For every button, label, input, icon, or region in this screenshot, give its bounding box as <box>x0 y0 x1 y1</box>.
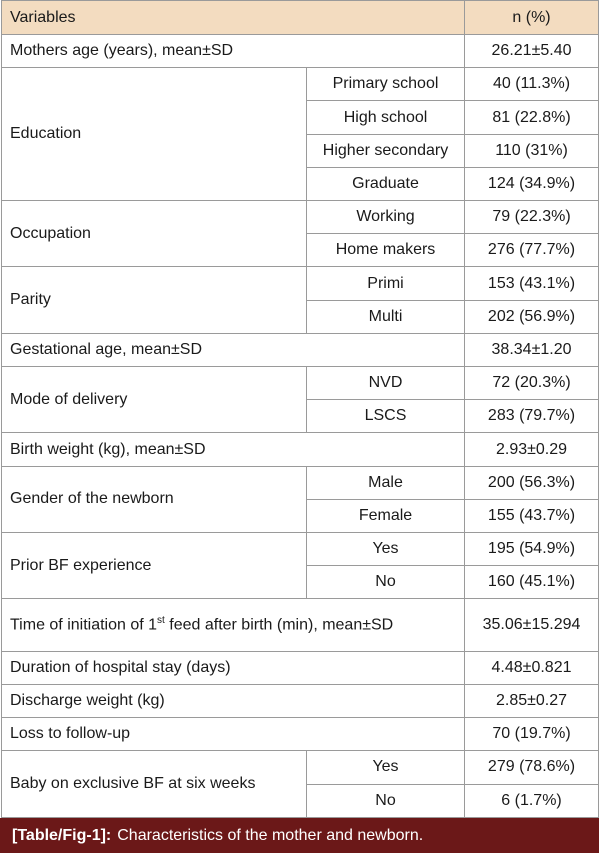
value-cell: 155 (43.7%) <box>464 498 599 534</box>
table-row: Higher secondary 110 (31%) <box>2 133 599 168</box>
category-cell: Male <box>305 465 466 500</box>
value-cell: 202 (56.9%) <box>464 299 599 334</box>
variable-cell: Duration of hospital stay (days) <box>0 650 466 685</box>
table-row: Education Primary school 40 (11.3%) <box>1 67 599 202</box>
category-cell: Primi <box>305 266 466 301</box>
value-cell: 40 (11.3%) <box>464 67 599 102</box>
variable-text: Loss to follow-up <box>10 725 131 743</box>
table-row: Occupation Working 79 (22.3%) <box>1 200 599 268</box>
variable-cell: Time of initiation of 1st feed after bir… <box>0 598 466 652</box>
value-cell: 200 (56.3%) <box>464 465 599 500</box>
table-row: Mothers age (years), mean±SD 26.21±5.40 <box>0 33 599 69</box>
category-cell: Yes <box>305 750 466 785</box>
value-cell: 26.21±5.40 <box>464 33 599 69</box>
table-row: Mode of delivery NVD 72 (20.3%) <box>1 366 599 434</box>
variable-cell: Baby on exclusive BF at six weeks <box>1 750 307 818</box>
category-cell: NVD <box>305 366 466 401</box>
value-cell: 35.06±15.294 <box>464 598 599 652</box>
value-cell: 276 (77.7%) <box>464 233 599 268</box>
category-cell: Yes <box>305 532 466 567</box>
variable-text: Duration of hospital stay (days) <box>10 658 231 676</box>
category-cell: Graduate <box>305 166 466 202</box>
category-cell: No <box>305 565 466 600</box>
variable-text: Birth weight (kg), mean±SD <box>10 440 206 458</box>
value-cell: 2.93±0.29 <box>464 432 599 467</box>
table-row: High school 81 (22.8%) <box>2 100 599 135</box>
variable-cell: Occupation <box>1 200 307 268</box>
variable-text: Mothers age (years), mean±SD <box>10 42 234 60</box>
characteristics-table: Variables n (%) Mothers age (years), mea… <box>0 0 599 819</box>
value-cell: 195 (54.9%) <box>464 532 599 567</box>
table-row: LSCS 283 (79.7%) <box>2 399 599 434</box>
table-row: Discharge weight (kg) 2.85±0.27 <box>0 683 599 719</box>
table-body: Mothers age (years), mean±SD 26.21±5.40 Ed… <box>0 33 599 819</box>
category-cell: LSCS <box>305 399 466 434</box>
category-cell: Multi <box>305 299 466 334</box>
superscript: st <box>157 615 165 627</box>
category-cell: Primary school <box>305 67 466 102</box>
table-row: Female 155 (43.7%) <box>2 498 599 534</box>
value-cell: 4.48±0.821 <box>464 650 599 685</box>
variable-cell: Mothers age (years), mean±SD <box>0 33 466 69</box>
value-cell: 72 (20.3%) <box>464 366 599 401</box>
table-row: Prior BF experience Yes 195 (54.9%) <box>1 532 599 600</box>
variable-cell: Gestational age, mean±SD <box>0 332 466 368</box>
value-cell: 38.34±1.20 <box>464 332 599 368</box>
value-cell: 110 (31%) <box>464 133 599 168</box>
table-row: Loss to follow-up 70 (19.7%) <box>0 717 599 752</box>
value-cell: 153 (43.1%) <box>464 266 599 301</box>
table-row: Multi 202 (56.9%) <box>2 299 599 334</box>
variable-cell: Gender of the newborn <box>1 465 307 534</box>
variable-cell: Prior BF experience <box>1 532 307 600</box>
table-row: Duration of hospital stay (days) 4.48±0.8… <box>0 650 599 685</box>
table-row: Gestational age, mean±SD 38.34±1.20 <box>0 332 599 368</box>
variable-cell: Loss to follow-up <box>0 717 466 752</box>
variable-cell: Parity <box>1 266 307 334</box>
table-row: Baby on exclusive BF at six weeks Yes 279 … <box>1 750 599 818</box>
value-cell: 79 (22.3%) <box>464 200 599 235</box>
table-row: No 160 (45.1%) <box>2 565 599 600</box>
variable-cell: Discharge weight (kg) <box>0 683 466 719</box>
table-row: Graduate 124 (34.9%) <box>2 166 599 202</box>
value-cell: 6 (1.7%) <box>464 783 599 819</box>
category-cell: Home makers <box>305 233 466 268</box>
value-cell: 283 (79.7%) <box>464 399 599 434</box>
category-cell: High school <box>305 100 466 135</box>
category-cell: No <box>305 783 466 819</box>
table-row: Time of initiation of 1st feed after bir… <box>0 598 599 652</box>
category-cell: Working <box>305 200 466 235</box>
value-cell: 124 (34.9%) <box>464 166 599 202</box>
value-cell: 160 (45.1%) <box>464 565 599 600</box>
category-cell: Higher secondary <box>305 133 466 168</box>
value-cell: 279 (78.6%) <box>464 750 599 785</box>
value-cell: 2.85±0.27 <box>464 683 599 719</box>
variable-text: Gestational age, mean±SD <box>10 340 202 358</box>
variable-text: Discharge weight (kg) <box>10 692 165 710</box>
caption-text: Characteristics of the mother and newbor… <box>117 826 424 844</box>
value-cell: 81 (22.8%) <box>464 100 599 135</box>
header-cell: n (%) <box>464 0 599 35</box>
variable-cell: Education <box>1 67 307 202</box>
variable-text: Time of initiation of 1 <box>10 616 158 634</box>
value-cell: 70 (19.7%) <box>464 717 599 752</box>
caption-tag: [Table/Fig-1]: <box>12 826 112 844</box>
caption: [Table/Fig-1]: Characteristics of the mo… <box>0 818 599 853</box>
header-row: Variables n (%) <box>0 0 599 35</box>
table-row: No 6 (1.7%) <box>2 783 599 819</box>
variable-cell: Mode of delivery <box>1 366 307 434</box>
variable-cell: Birth weight (kg), mean±SD <box>0 432 466 467</box>
table-row: Parity Primi 153 (43.1%) <box>1 266 599 334</box>
category-cell: Female <box>305 498 466 534</box>
table-row: Home makers 276 (77.7%) <box>2 233 599 268</box>
table-row: Birth weight (kg), mean±SD 2.93±0.29 <box>0 432 599 467</box>
variable-text: feed after birth (min), mean±SD <box>164 616 394 634</box>
table-row: Gender of the newborn Male 200 (56.3%) <box>1 465 599 534</box>
header-cell: Variables <box>0 0 466 35</box>
